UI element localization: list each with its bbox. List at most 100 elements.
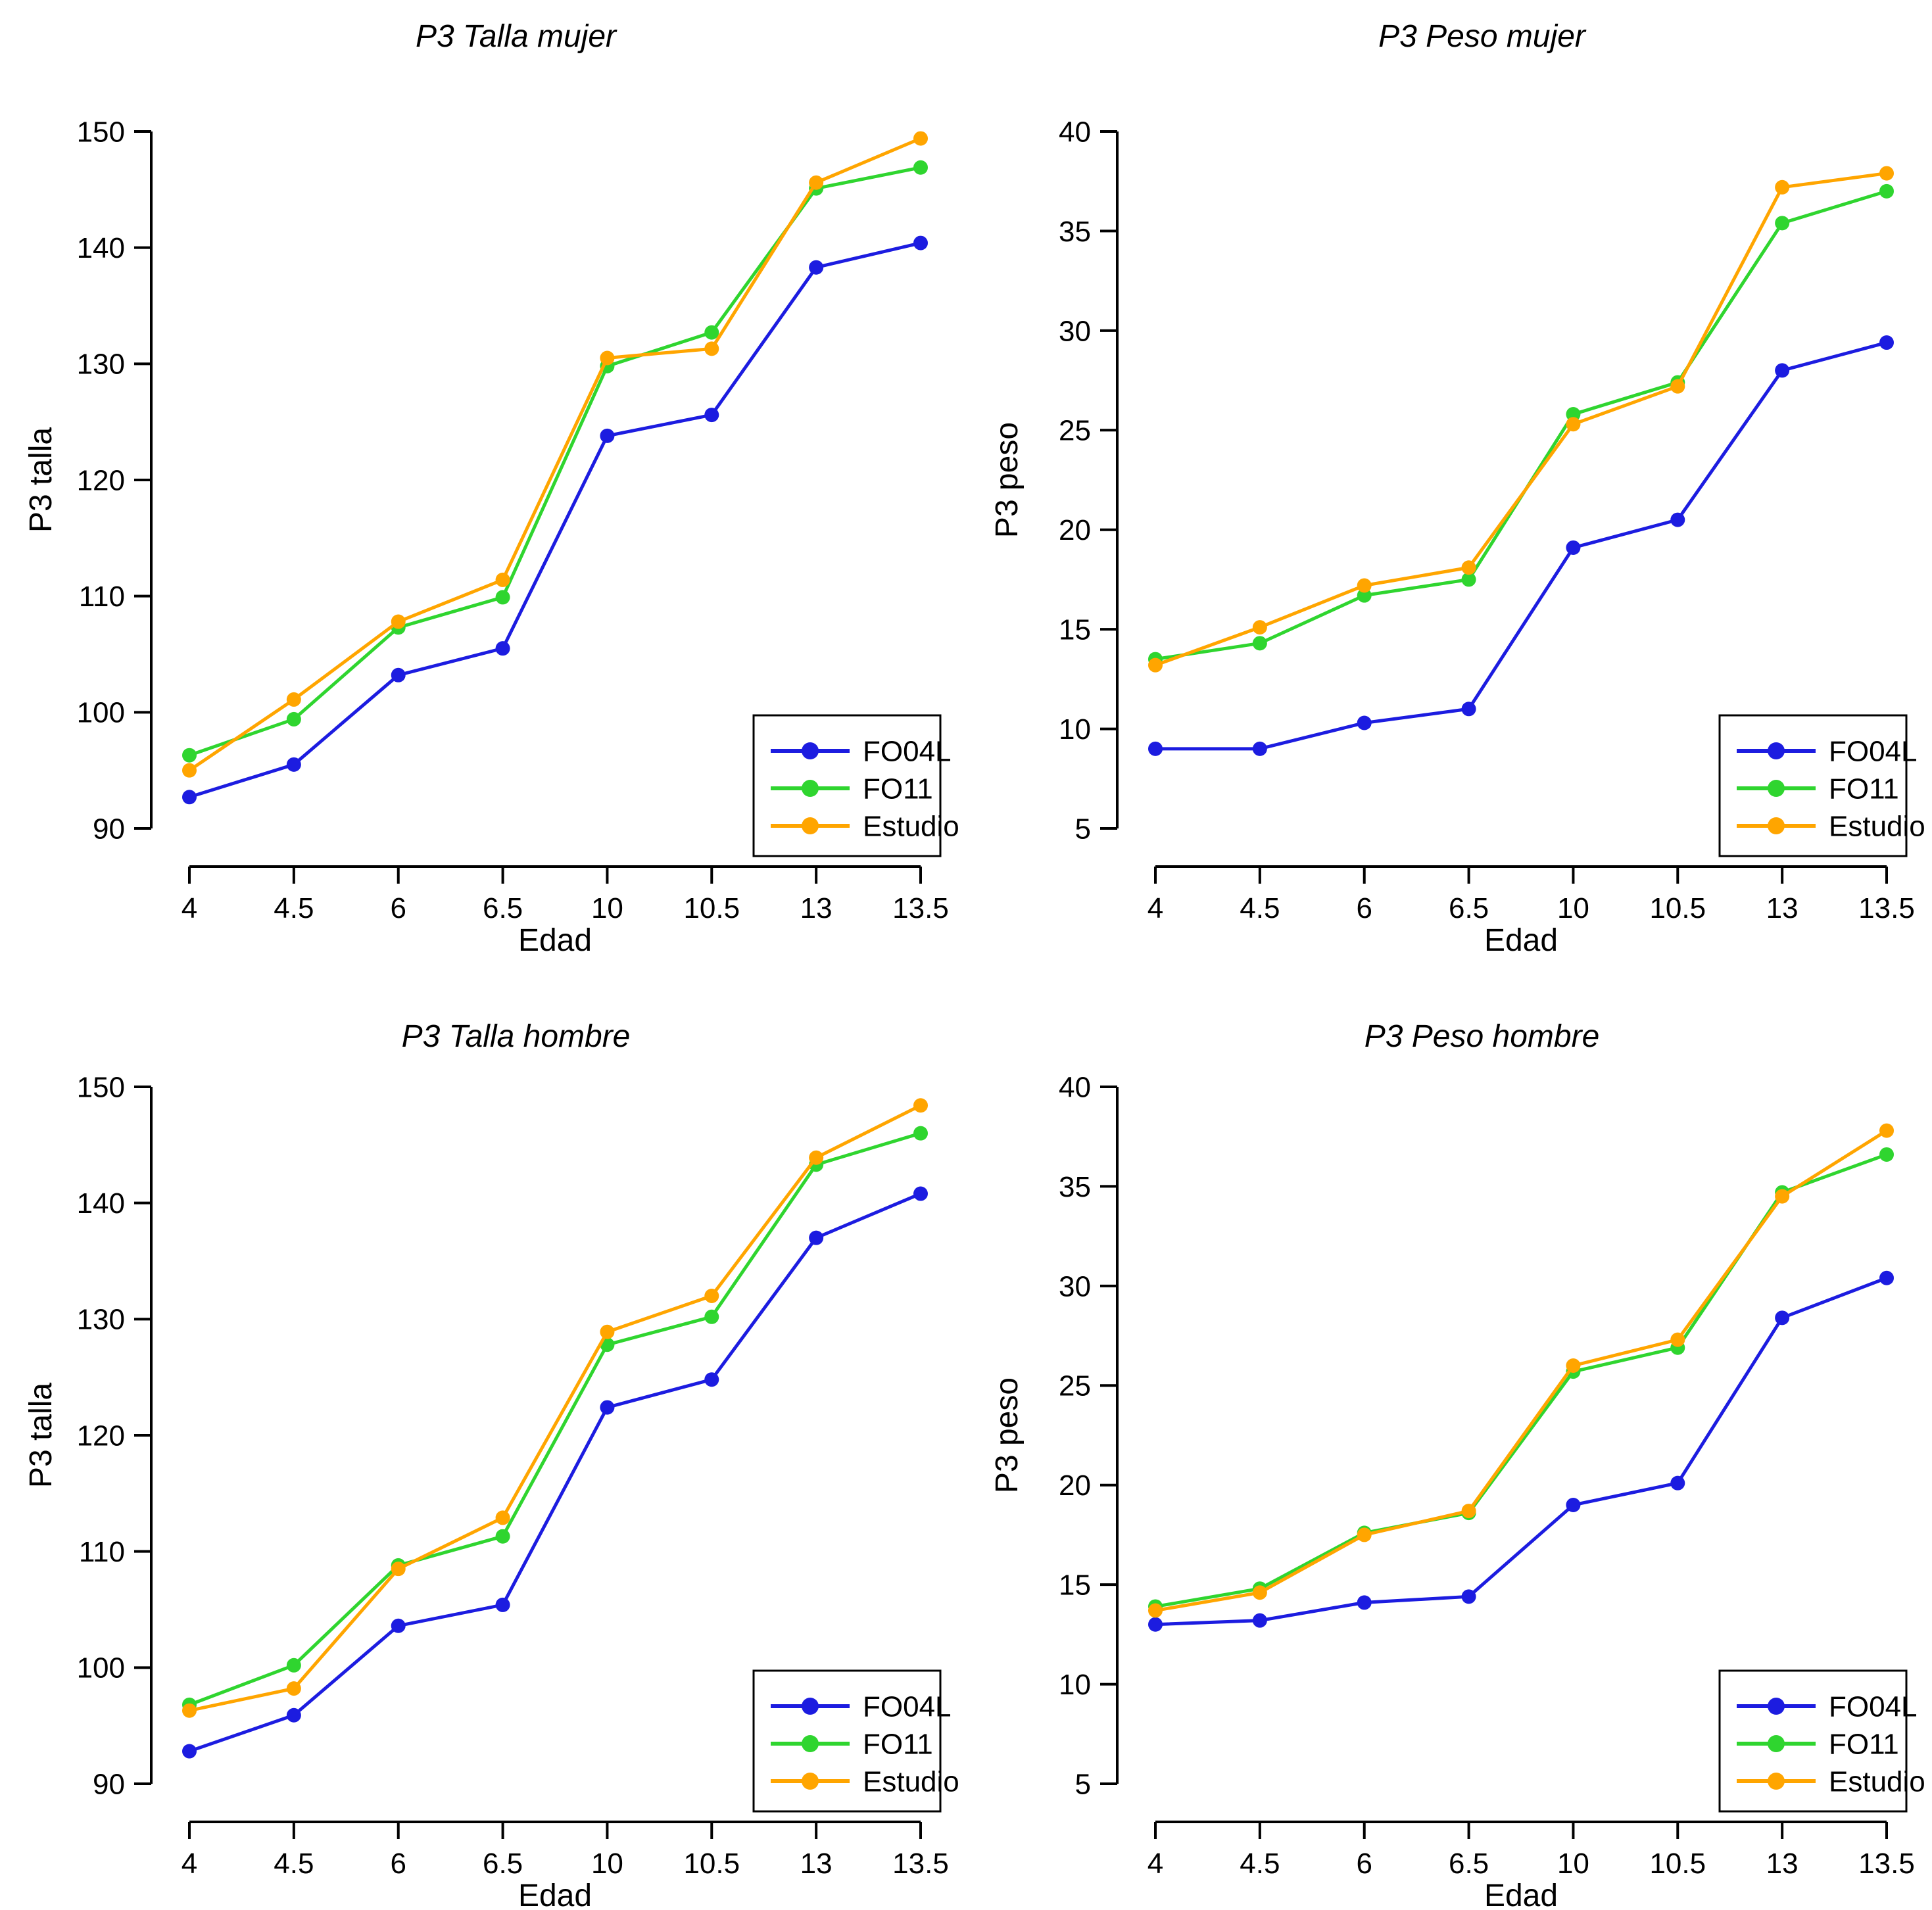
data-point-Estudio: [1461, 1503, 1476, 1518]
x-axis-label: Edad: [518, 1878, 592, 1910]
data-point-FO04L: [1775, 1310, 1790, 1325]
data-point-Estudio: [495, 572, 510, 587]
y-axis-label: P3 peso: [990, 1377, 1025, 1492]
x-tick-label: 4.5: [1240, 892, 1280, 924]
data-point-FO04L: [286, 757, 301, 772]
data-point-FO04L: [286, 1707, 301, 1723]
chart-p3-talla-mujer: P3 Talla mujer 90 100 110 120 130 140 150 4 4.5 6…: [0, 0, 966, 955]
data-point-FO04L: [1148, 741, 1163, 756]
data-point-FO04L: [1252, 741, 1267, 756]
x-tick-label: 10: [1557, 1848, 1589, 1880]
legend-label-Estudio: Estudio: [1829, 1765, 1925, 1798]
data-point-FO11: [1461, 572, 1476, 587]
series-line-FO11: [1155, 1153, 1887, 1608]
data-point-FO04L: [809, 1230, 824, 1245]
y-tick-label: 5: [1075, 813, 1091, 845]
data-point-FO04L: [704, 408, 719, 423]
legend-label-FO11: FO11: [863, 773, 933, 805]
x-axis-label: Edad: [1484, 1878, 1558, 1910]
data-point-FO04L: [182, 1744, 197, 1759]
data-point-FO04L: [1879, 335, 1894, 350]
data-point-Estudio: [1252, 620, 1267, 635]
data-point-FO04L: [1566, 540, 1581, 555]
chart-title: P3 Peso mujer: [1378, 19, 1585, 54]
y-tick-label: 25: [1059, 415, 1091, 447]
data-point-FO11: [182, 748, 197, 763]
legend-box: [1718, 714, 1908, 857]
chart-p3-peso-hombre: P3 Peso hombre 5 10 15 20 25 30 35 40 4 4.5 6 6.5 10…: [966, 955, 1932, 1910]
legend-label-FO04L: FO04L: [1829, 1690, 1918, 1723]
data-point-Estudio: [913, 1097, 928, 1112]
series-line-FO04L: [1155, 341, 1887, 751]
data-point-FO04L: [1775, 363, 1790, 378]
chart-title: P3 Talla hombre: [401, 1018, 631, 1054]
data-point-FO04L: [391, 667, 406, 682]
data-point-FO04L: [1461, 1588, 1476, 1604]
legend-label-Estudio: Estudio: [863, 1765, 959, 1798]
y-tick-label: 5: [1075, 1768, 1091, 1800]
line-chart-peso-mujer: 5 10 15 20 25 30 35 40 4 4.5 6 6.5 10 10.5 13 13.5 Edad P…: [990, 116, 1925, 955]
chart-p3-talla-hombre: P3 Talla hombre 90 100 110 120 130 140 150 4 4.5…: [0, 955, 966, 1910]
line-chart-talla-hombre: 90 100 110 120 130 140 150 4 4.5 6 6.5 10 10.5 13 13.5…: [24, 1071, 959, 1910]
series-line-FO11: [1155, 189, 1887, 661]
x-tick-label: 6.5: [1449, 1848, 1489, 1880]
data-point-FO04L: [1148, 1617, 1163, 1632]
series-line-FO04L: [189, 241, 921, 799]
y-tick-label: 20: [1059, 1469, 1091, 1502]
series-line-FO11: [189, 1131, 921, 1706]
y-tick-label: 35: [1059, 216, 1091, 248]
legend-box: [1718, 1669, 1908, 1812]
y-tick-label: 110: [79, 1536, 125, 1568]
chart-title: P3 Peso hombre: [1364, 1018, 1600, 1054]
data-point-FO04L: [1252, 1613, 1267, 1628]
data-point-FO04L: [495, 641, 510, 656]
y-tick-label: 15: [1059, 1569, 1091, 1601]
data-point-FO11: [1566, 407, 1581, 422]
data-point-Estudio: [1566, 417, 1581, 432]
y-tick-label: 110: [79, 581, 125, 613]
legend-marker-Estudio: [1768, 817, 1785, 834]
x-tick-label: 10.5: [683, 892, 740, 924]
x-tick-label: 10: [591, 1848, 623, 1880]
data-point-FO11: [704, 1309, 719, 1324]
y-tick-label: 130: [77, 348, 125, 381]
data-point-Estudio: [391, 1561, 406, 1576]
data-point-FO04L: [1879, 1270, 1894, 1285]
y-tick-label: 25: [1059, 1370, 1091, 1402]
y-tick-label: 150: [77, 116, 125, 148]
x-tick-label: 4: [1147, 1848, 1163, 1880]
data-point-Estudio: [1879, 1123, 1894, 1138]
x-tick-label: 6: [390, 1848, 406, 1880]
data-point-Estudio: [809, 175, 824, 190]
data-point-Estudio: [704, 341, 719, 356]
legend-marker-FO11: [802, 1734, 819, 1752]
x-tick-label: 4.5: [274, 1848, 314, 1880]
legend-marker-Estudio: [802, 1772, 819, 1790]
x-tick-label: 6.5: [483, 1848, 523, 1880]
data-point-Estudio: [704, 1288, 719, 1303]
data-point-FO04L: [1357, 1594, 1372, 1610]
data-point-FO11: [913, 160, 928, 175]
x-tick-label: 4: [181, 892, 197, 924]
legend-label-FO11: FO11: [1829, 773, 1899, 805]
data-point-FO11: [1357, 588, 1372, 603]
x-tick-label: 6: [390, 892, 406, 924]
legend-box: [752, 714, 942, 857]
data-point-FO04L: [495, 1597, 510, 1612]
data-point-Estudio: [1775, 1189, 1790, 1204]
data-point-FO11: [286, 1658, 301, 1673]
legend-marker-FO04L: [1768, 742, 1785, 759]
data-point-FO11: [495, 590, 510, 605]
data-point-Estudio: [1357, 578, 1372, 593]
legend-label-Estudio: Estudio: [1829, 810, 1925, 842]
x-axis-label: Edad: [518, 923, 592, 955]
x-tick-label: 13: [800, 1848, 833, 1880]
data-point-FO11: [1879, 1147, 1894, 1162]
data-point-Estudio: [286, 1681, 301, 1696]
data-point-FO04L: [1357, 715, 1372, 730]
series-line-Estudio: [189, 1103, 922, 1712]
data-point-FO11: [913, 1126, 928, 1141]
legend-marker-Estudio: [802, 817, 819, 834]
data-point-Estudio: [809, 1150, 824, 1165]
